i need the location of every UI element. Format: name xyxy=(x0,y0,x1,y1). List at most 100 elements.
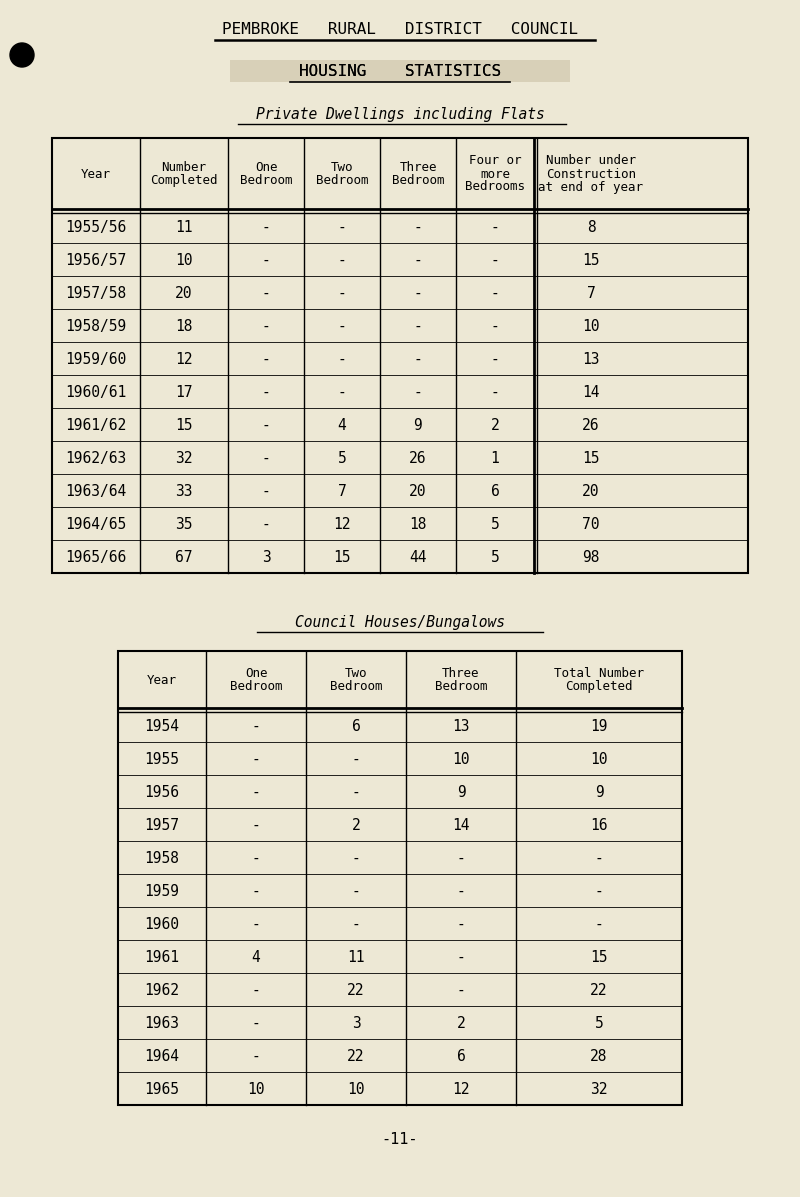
Text: 10: 10 xyxy=(247,1082,265,1096)
Text: -: - xyxy=(252,983,260,998)
Text: Bedroom: Bedroom xyxy=(230,680,282,693)
Text: -: - xyxy=(262,318,270,334)
Text: 1960/61: 1960/61 xyxy=(66,385,126,400)
Text: 1957: 1957 xyxy=(145,818,179,833)
Text: Number under: Number under xyxy=(546,154,636,168)
Text: 6: 6 xyxy=(352,719,360,734)
Text: 1961: 1961 xyxy=(145,950,179,965)
Text: -: - xyxy=(262,484,270,499)
Text: 22: 22 xyxy=(590,983,608,998)
Text: -: - xyxy=(252,719,260,734)
Text: -: - xyxy=(252,851,260,865)
Text: 20: 20 xyxy=(582,484,600,499)
Text: 7: 7 xyxy=(338,484,346,499)
Text: -: - xyxy=(338,253,346,268)
Text: -: - xyxy=(252,752,260,767)
Text: Two: Two xyxy=(345,667,367,680)
Bar xyxy=(52,138,748,573)
Text: -: - xyxy=(352,752,360,767)
Text: One: One xyxy=(254,162,278,174)
Text: -: - xyxy=(414,253,422,268)
Text: 13: 13 xyxy=(582,352,600,367)
Text: -11-: -11- xyxy=(382,1132,418,1148)
Text: 6: 6 xyxy=(457,1049,466,1064)
Text: -: - xyxy=(457,851,466,865)
Text: Bedroom: Bedroom xyxy=(392,174,444,187)
Text: -: - xyxy=(262,220,270,235)
Text: 12: 12 xyxy=(452,1082,470,1096)
Text: 9: 9 xyxy=(594,785,603,800)
Text: 18: 18 xyxy=(410,517,426,531)
Text: Year: Year xyxy=(81,168,111,181)
Text: 15: 15 xyxy=(582,253,600,268)
Text: 1955: 1955 xyxy=(145,752,179,767)
Text: -: - xyxy=(262,451,270,466)
Text: 3: 3 xyxy=(352,1016,360,1031)
Text: Bedroom: Bedroom xyxy=(330,680,382,693)
Text: 20: 20 xyxy=(410,484,426,499)
Text: 67: 67 xyxy=(175,549,193,565)
Text: at end of year: at end of year xyxy=(538,181,643,194)
Text: Three: Three xyxy=(442,667,480,680)
Text: 22: 22 xyxy=(347,983,365,998)
Text: 1961/62: 1961/62 xyxy=(66,418,126,433)
Text: -: - xyxy=(352,885,360,899)
Text: One: One xyxy=(245,667,267,680)
Text: 70: 70 xyxy=(582,517,600,531)
Text: -: - xyxy=(352,917,360,932)
Text: 1: 1 xyxy=(490,451,499,466)
Text: -: - xyxy=(338,286,346,300)
Text: Bedroom: Bedroom xyxy=(434,680,487,693)
Text: Construction: Construction xyxy=(546,168,636,181)
Text: -: - xyxy=(262,286,270,300)
Text: 26: 26 xyxy=(582,418,600,433)
Text: 16: 16 xyxy=(590,818,608,833)
Text: -: - xyxy=(338,352,346,367)
Text: -: - xyxy=(252,1016,260,1031)
Text: Year: Year xyxy=(147,674,177,687)
Text: -: - xyxy=(262,418,270,433)
Text: 1958: 1958 xyxy=(145,851,179,865)
Text: -: - xyxy=(594,885,603,899)
Text: -: - xyxy=(490,253,499,268)
Text: 1963/64: 1963/64 xyxy=(66,484,126,499)
Text: Four or: Four or xyxy=(469,154,522,168)
Text: -: - xyxy=(352,851,360,865)
Text: 2: 2 xyxy=(490,418,499,433)
Text: 10: 10 xyxy=(590,752,608,767)
Bar xyxy=(118,651,682,1105)
Text: -: - xyxy=(594,917,603,932)
Text: -: - xyxy=(414,318,422,334)
Text: 2: 2 xyxy=(352,818,360,833)
Text: -: - xyxy=(338,220,346,235)
Text: -: - xyxy=(262,253,270,268)
Text: 7: 7 xyxy=(586,286,595,300)
Text: -: - xyxy=(414,352,422,367)
Text: -: - xyxy=(262,352,270,367)
Text: 11: 11 xyxy=(175,220,193,235)
Text: 32: 32 xyxy=(175,451,193,466)
Text: PEMBROKE   RURAL   DISTRICT   COUNCIL: PEMBROKE RURAL DISTRICT COUNCIL xyxy=(222,23,578,37)
Text: Total Number: Total Number xyxy=(554,667,644,680)
Text: Three: Three xyxy=(399,162,437,174)
Circle shape xyxy=(10,43,34,67)
Text: 9: 9 xyxy=(457,785,466,800)
Text: Council Houses/Bungalows: Council Houses/Bungalows xyxy=(295,615,505,631)
Text: 44: 44 xyxy=(410,549,426,565)
Text: 10: 10 xyxy=(582,318,600,334)
Text: HOUSING    STATISTICS: HOUSING STATISTICS xyxy=(299,65,501,79)
Text: 10: 10 xyxy=(347,1082,365,1096)
Text: more: more xyxy=(480,168,510,181)
Text: -: - xyxy=(490,352,499,367)
Text: 10: 10 xyxy=(175,253,193,268)
Text: 1956/57: 1956/57 xyxy=(66,253,126,268)
Text: 1965/66: 1965/66 xyxy=(66,549,126,565)
Text: 5: 5 xyxy=(594,1016,603,1031)
Text: -: - xyxy=(338,385,346,400)
Text: 33: 33 xyxy=(175,484,193,499)
Text: -: - xyxy=(252,885,260,899)
Text: 15: 15 xyxy=(334,549,350,565)
Text: Bedroom: Bedroom xyxy=(316,174,368,187)
Text: -: - xyxy=(490,220,499,235)
Text: 1959/60: 1959/60 xyxy=(66,352,126,367)
